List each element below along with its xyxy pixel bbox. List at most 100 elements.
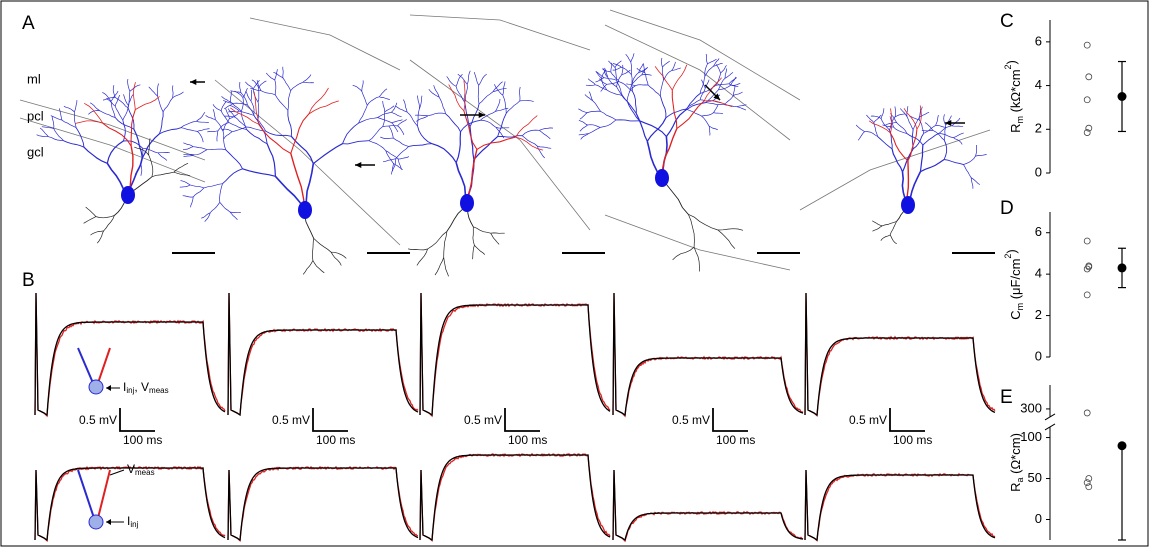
neurite bbox=[435, 257, 444, 275]
neurite bbox=[142, 134, 159, 158]
neurite bbox=[952, 118, 960, 126]
trace-measured bbox=[613, 293, 803, 416]
neurite bbox=[706, 54, 707, 64]
neurite bbox=[408, 249, 428, 250]
neurite bbox=[158, 96, 164, 112]
neurite bbox=[149, 138, 150, 155]
neurite bbox=[673, 247, 695, 260]
neurite bbox=[288, 110, 292, 136]
layer-boundary bbox=[215, 80, 400, 245]
neurite bbox=[359, 105, 368, 123]
neurite bbox=[221, 101, 226, 110]
neurite bbox=[506, 101, 520, 114]
neurite bbox=[417, 96, 419, 109]
neurite bbox=[158, 153, 167, 161]
neurite bbox=[479, 92, 493, 104]
label-part: R bbox=[1008, 483, 1023, 492]
neurite bbox=[976, 154, 987, 156]
trace-measured bbox=[420, 454, 610, 541]
individual-point bbox=[1086, 476, 1092, 482]
neurite bbox=[655, 66, 672, 90]
scale-label: 100 ms bbox=[316, 433, 355, 447]
neurite bbox=[936, 125, 947, 127]
neurite bbox=[193, 147, 207, 150]
neurite bbox=[84, 217, 96, 224]
neurite bbox=[107, 141, 123, 163]
neurite bbox=[467, 71, 470, 85]
neurite bbox=[222, 96, 231, 102]
neurite bbox=[241, 98, 243, 112]
neurite bbox=[881, 108, 884, 118]
neurite bbox=[617, 75, 622, 87]
neurite bbox=[627, 84, 632, 101]
neurite bbox=[220, 184, 223, 203]
neurite bbox=[858, 132, 864, 141]
scale-label: 0.5 mV bbox=[849, 413, 887, 427]
frame bbox=[1, 1, 1148, 546]
neurite bbox=[919, 120, 923, 134]
neurite bbox=[936, 115, 939, 125]
neurite bbox=[890, 235, 897, 244]
inset-arrowhead bbox=[106, 385, 111, 391]
neurite bbox=[409, 144, 432, 147]
neurite bbox=[206, 115, 216, 119]
neurite bbox=[275, 95, 288, 110]
neurite bbox=[389, 126, 394, 138]
neurite bbox=[881, 235, 890, 241]
neurite bbox=[229, 123, 247, 130]
neurite bbox=[964, 156, 976, 165]
inset-dendrite bbox=[78, 470, 94, 518]
neurite bbox=[616, 120, 640, 121]
neurite bbox=[976, 145, 977, 156]
neurite bbox=[520, 101, 534, 102]
neurite bbox=[362, 80, 363, 91]
neurite bbox=[380, 137, 393, 139]
neurite bbox=[210, 202, 220, 212]
neurite bbox=[539, 130, 550, 139]
neurite bbox=[923, 133, 939, 145]
figure: 0.5 mV100 ms0.5 mV100 ms0.5 mV100 ms0.5 … bbox=[0, 0, 1150, 547]
neurite bbox=[718, 229, 743, 231]
neurite bbox=[520, 87, 521, 101]
neurite bbox=[97, 231, 104, 243]
neurite bbox=[709, 126, 710, 135]
neurite bbox=[648, 85, 660, 96]
neurite bbox=[64, 141, 84, 147]
layer-boundary bbox=[610, 10, 800, 100]
neurite bbox=[180, 185, 190, 187]
neurite bbox=[737, 107, 746, 110]
neurite bbox=[181, 121, 196, 127]
neurite bbox=[115, 106, 123, 120]
inset-dendrite bbox=[98, 348, 110, 383]
neurite bbox=[725, 72, 733, 78]
neurite bbox=[878, 137, 893, 149]
label-part: (kΩ*cm bbox=[1008, 69, 1023, 116]
individual-point bbox=[1084, 410, 1090, 416]
neurite bbox=[714, 104, 719, 112]
neurite bbox=[479, 74, 487, 85]
neurite bbox=[267, 144, 275, 176]
neurite bbox=[588, 79, 595, 85]
y-tick-label: 4 bbox=[1035, 266, 1042, 281]
neurite bbox=[601, 111, 616, 120]
neurite bbox=[134, 129, 142, 158]
neurite bbox=[516, 137, 543, 150]
inset-label: Vmeas bbox=[127, 462, 155, 477]
layer-label: ml bbox=[27, 71, 41, 86]
neurite bbox=[944, 140, 947, 159]
neurite bbox=[392, 120, 403, 123]
neurite bbox=[159, 112, 163, 134]
neurite bbox=[663, 61, 670, 67]
neurite bbox=[128, 91, 130, 108]
mean-point bbox=[1118, 441, 1127, 450]
neurite bbox=[604, 78, 616, 81]
neurite bbox=[59, 108, 62, 120]
neurite bbox=[343, 141, 369, 144]
soma bbox=[121, 186, 135, 204]
neurite bbox=[537, 146, 544, 158]
neurite bbox=[432, 144, 456, 163]
neurite bbox=[183, 196, 194, 197]
y-tick-label: 6 bbox=[1035, 33, 1042, 48]
y-tick-label: 50 bbox=[1028, 470, 1042, 485]
neurite bbox=[869, 121, 890, 133]
